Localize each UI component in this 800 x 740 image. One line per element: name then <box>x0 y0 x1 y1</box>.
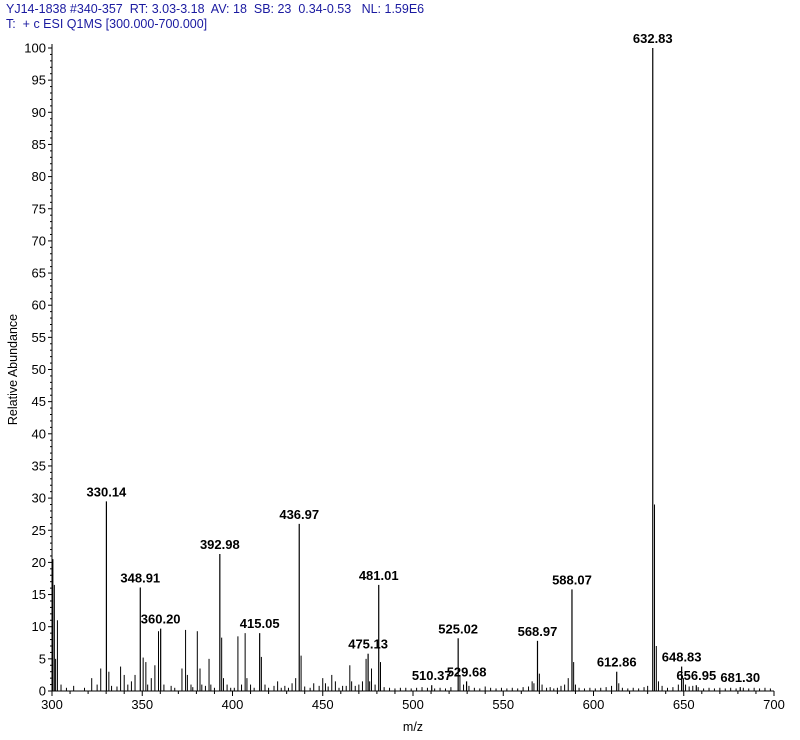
x-tick-label: 400 <box>222 697 244 712</box>
y-tick-label: 20 <box>32 555 46 570</box>
peak-label: 568.97 <box>518 624 558 639</box>
y-tick-label: 75 <box>32 201 46 216</box>
peak-label: 681.30 <box>720 670 760 685</box>
peak-label: 588.07 <box>552 572 592 587</box>
y-tick-label: 80 <box>32 169 46 184</box>
spectrum-peaks <box>52 48 771 691</box>
x-tick-label: 450 <box>312 697 334 712</box>
y-tick-label: 70 <box>32 233 46 248</box>
y-tick-label: 0 <box>39 684 46 699</box>
x-tick-label: 600 <box>583 697 605 712</box>
y-tick-label: 10 <box>32 619 46 634</box>
chart-axes: 0 5 10 15 20 25 30 35 40 45 50 55 60 65 70 75 80 85 90 95 10… <box>24 41 785 713</box>
y-tick-label: 95 <box>32 73 46 88</box>
y-tick-label: 50 <box>32 362 46 377</box>
x-tick-label: 300 <box>41 697 63 712</box>
scan-header-line1: YJ14-1838 #340-357 RT: 3.03-3.18 AV: 18 … <box>6 2 425 16</box>
x-tick-label: 350 <box>131 697 153 712</box>
y-tick-label: 25 <box>32 523 46 538</box>
y-tick-label: 90 <box>32 105 46 120</box>
peak-label: 529.68 <box>447 664 487 679</box>
y-tick-label: 30 <box>32 491 46 506</box>
peak-label: 436.97 <box>279 507 319 522</box>
y-tick-label: 55 <box>32 330 46 345</box>
peak-label: 481.01 <box>359 568 399 583</box>
x-tick-label: 550 <box>492 697 514 712</box>
peak-label: 475.13 <box>348 637 388 652</box>
peak-label: 612.86 <box>597 655 637 670</box>
x-tick-label: 700 <box>763 697 785 712</box>
peak-labels: 632.83 330.14 436.97 392.98 481.01 348.91 588.… <box>87 31 761 685</box>
peak-label: 525.02 <box>438 621 478 636</box>
y-tick-label: 100 <box>24 41 46 56</box>
y-tick-label: 60 <box>32 298 46 313</box>
peak-label: 415.05 <box>240 616 280 631</box>
peak-label: 656.95 <box>676 668 716 683</box>
peak-label: 330.14 <box>87 484 128 499</box>
y-tick-label: 85 <box>32 137 46 152</box>
peak-label: 648.83 <box>662 650 702 665</box>
x-tick-label: 650 <box>673 697 695 712</box>
peak-label: 392.98 <box>200 537 240 552</box>
x-axis-title: m/z <box>403 720 423 734</box>
peak-label: 632.83 <box>633 31 673 46</box>
scan-header-line2: T: + c ESI Q1MS [300.000-700.000] <box>6 17 208 31</box>
y-tick-label: 40 <box>32 426 46 441</box>
y-tick-label: 45 <box>32 394 46 409</box>
y-tick-label: 65 <box>32 266 46 281</box>
peak-label: 348.91 <box>120 570 160 585</box>
y-axis-title: Relative Abundance <box>6 314 20 425</box>
peak-label: 360.20 <box>141 612 181 627</box>
peak-label: 510.37 <box>412 668 452 683</box>
x-tick-label: 500 <box>402 697 424 712</box>
y-tick-label: 15 <box>32 587 46 602</box>
y-tick-label: 35 <box>32 458 46 473</box>
y-tick-label: 5 <box>39 651 46 666</box>
